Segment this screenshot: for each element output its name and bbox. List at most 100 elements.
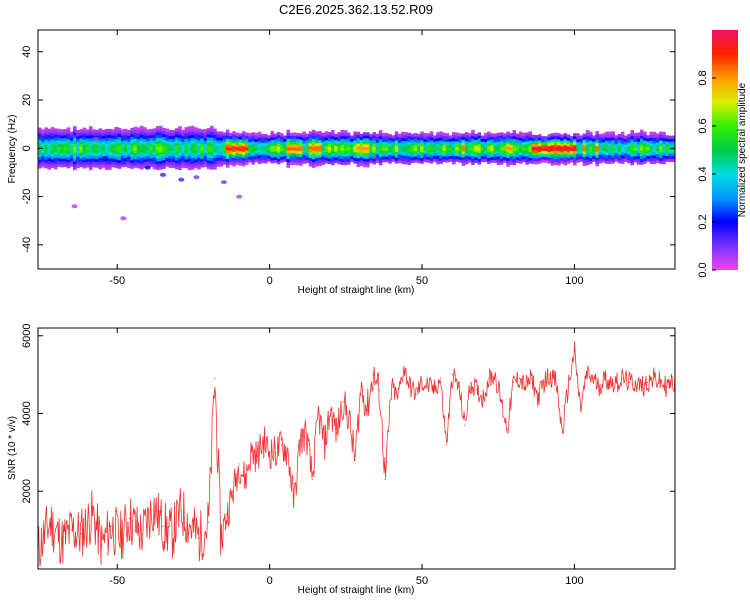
spectrogram-cell	[257, 146, 262, 150]
spectrogram-cell	[238, 162, 243, 166]
spectrogram-cell	[493, 150, 498, 155]
spectrogram-cell	[515, 136, 520, 140]
spectrogram-cell	[79, 155, 83, 159]
spectrogram-cell	[423, 153, 427, 157]
spectrogram-cell	[471, 161, 475, 165]
spectrogram-cell	[44, 153, 48, 157]
spectrogram-cell	[101, 150, 106, 154]
spectrogram-cell	[162, 142, 166, 146]
spectrogram-cell	[668, 158, 673, 163]
spectrogram-cell	[598, 148, 603, 152]
spectrogram-cell	[159, 166, 163, 170]
spectrogram-cell	[318, 139, 322, 143]
spectrogram-cell	[66, 136, 71, 140]
spectrogram-cell	[331, 138, 335, 143]
spectrogram-cell	[82, 162, 87, 166]
spectrogram-cell	[525, 132, 529, 136]
snr-xtick-label: 0	[267, 575, 273, 587]
spectrogram-cell	[257, 137, 262, 141]
spectrogram-cell	[286, 132, 291, 136]
spectrogram-cell	[181, 138, 185, 142]
spectrogram-cell	[655, 142, 660, 146]
spectrogram-cell	[260, 156, 265, 161]
spectrogram-cell	[241, 142, 246, 147]
spectrogram-cell	[79, 152, 83, 156]
spectrogram-cell	[165, 137, 169, 141]
spectrogram-cell	[63, 140, 68, 144]
spectrogram-cell	[356, 131, 361, 136]
spectrogram-cell	[69, 151, 74, 156]
snr-point	[275, 451, 277, 453]
spectrogram-cell	[130, 127, 134, 132]
spectrogram-cell	[302, 140, 306, 144]
spectrogram-cell	[178, 158, 182, 162]
spectrogram-cell	[620, 131, 625, 136]
spectrogram-cell	[541, 156, 545, 160]
snr-point	[366, 409, 368, 411]
spectrogram-cell	[350, 144, 354, 148]
spectrogram-cell	[155, 160, 160, 165]
spectrogram-cell	[95, 158, 99, 162]
spectrogram-cell	[518, 134, 523, 138]
spectrogram-cell	[455, 146, 459, 151]
spectrogram-cell	[518, 160, 523, 164]
spectrogram-cell	[130, 130, 134, 135]
spectrogram-cell	[506, 143, 510, 147]
spectrogram-cell	[130, 145, 134, 149]
spectrogram-cell	[85, 138, 90, 142]
spectrogram-cell	[213, 143, 217, 147]
spectrogram-cell	[356, 149, 361, 153]
spectrogram-cell	[229, 138, 233, 142]
spectrogram-cell	[436, 158, 440, 162]
snr-point	[659, 381, 661, 384]
snr-ytick-label: 4000	[21, 401, 33, 425]
spectrogram-cell	[378, 144, 383, 148]
spectrogram-cell	[292, 138, 297, 142]
spectrogram-cell	[493, 159, 498, 163]
spectrogram-cell	[340, 144, 345, 148]
spectrogram-cell	[216, 140, 220, 144]
spectrogram-cell	[474, 156, 478, 161]
spectrogram-cell	[512, 138, 517, 143]
spectrogram-cell	[206, 151, 211, 155]
spectrogram-cell	[595, 160, 599, 164]
spectrogram-cell	[531, 143, 536, 147]
spectrogram-cell	[286, 152, 291, 157]
spectrogram-cell	[346, 149, 351, 154]
spectrogram-cell	[251, 138, 255, 142]
spectrogram-cell	[388, 148, 392, 153]
spectrogram-cell	[601, 159, 606, 163]
spectrogram-cell	[557, 141, 561, 146]
spectrogram-cell	[225, 132, 230, 136]
spectrogram-cell	[168, 138, 173, 142]
spectrogram-cell	[251, 161, 255, 165]
spectrogram-cell	[321, 138, 326, 142]
spectrogram-cell	[260, 148, 265, 152]
spectrogram-cell	[104, 152, 109, 156]
spectrogram-cell	[366, 158, 370, 162]
spectrogram-cell	[550, 150, 555, 154]
spectrogram-cell	[162, 145, 166, 149]
spectrogram-cell	[146, 143, 150, 148]
spectrogram-cell	[181, 144, 185, 148]
spectrogram-cell	[219, 163, 224, 167]
spectrogram-cell	[617, 148, 622, 152]
spectrogram-cell	[553, 150, 558, 154]
spectrogram-cell	[611, 160, 615, 164]
spectrogram-cell	[327, 155, 332, 159]
spectrogram-cell	[98, 139, 103, 144]
spectrogram-cell	[108, 143, 112, 147]
spectrogram-cell	[315, 154, 319, 158]
snr-point	[616, 381, 618, 384]
spectrogram-cell	[79, 149, 83, 153]
spectrogram-cell	[123, 149, 128, 153]
spectrogram-cell	[232, 160, 236, 164]
spectrogram-cell	[442, 153, 447, 157]
spectrogram-cell	[528, 157, 533, 161]
spectrogram-cell	[582, 142, 587, 146]
spectrogram-cell	[445, 144, 450, 149]
spectrogram-cell	[229, 150, 233, 154]
spectrogram-cell	[617, 157, 622, 161]
spectrogram-cell	[159, 143, 163, 147]
spectrogram-cell	[630, 138, 634, 143]
